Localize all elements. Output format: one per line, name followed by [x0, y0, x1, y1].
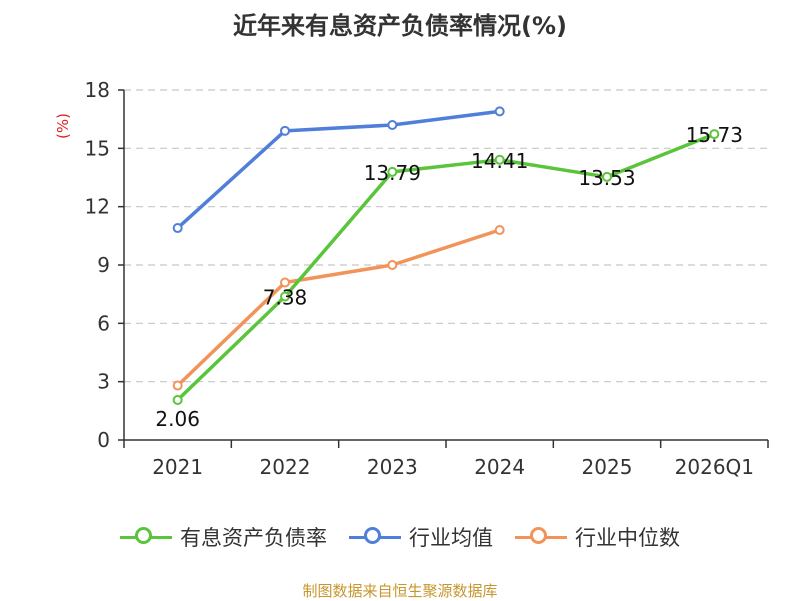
- x-tick-label: 2026Q1: [675, 455, 754, 479]
- x-axis-ticks: 2021 2022 2023 2024 2025 2026Q1: [123, 440, 769, 479]
- x-tick-label: 2021: [152, 455, 203, 479]
- data-point: [280, 277, 290, 288]
- data-label: 15.73: [686, 123, 743, 147]
- series-line: [176, 132, 715, 402]
- legend-marker-icon: [349, 526, 401, 548]
- data-point: [172, 380, 183, 391]
- y-tick-label: 6: [97, 311, 110, 335]
- legend-label: 行业均值: [409, 526, 493, 550]
- legend-marker-icon: [515, 526, 567, 548]
- grid-lines: [124, 89, 768, 383]
- x-tick-label: 2023: [367, 455, 418, 479]
- data-point: [494, 225, 505, 235]
- data-point: [280, 291, 290, 302]
- data-point: [494, 154, 505, 165]
- data-point: [172, 394, 183, 405]
- data-label: 13.53: [578, 166, 635, 190]
- y-axis-label: (%): [54, 113, 72, 139]
- y-tick-label: 9: [97, 253, 110, 277]
- data-point: [280, 125, 290, 136]
- data-point: [494, 106, 505, 117]
- y-tick-label: 18: [85, 78, 110, 102]
- series-group: [172, 106, 720, 405]
- data-labels: 2.06 7.38 13.79 14.41 13.53 15.73: [155, 123, 743, 431]
- legend-item[interactable]: 行业均值: [349, 522, 493, 552]
- y-tick-label: 15: [85, 136, 110, 160]
- y-axis-ticks: 0 3 6 9 12 15 18: [85, 78, 124, 452]
- source-note: 制图数据来自恒生聚源数据库: [302, 582, 498, 600]
- x-tick-label: 2022: [260, 455, 311, 479]
- legend-marker-icon: [120, 526, 172, 548]
- data-label: 2.06: [155, 407, 200, 431]
- x-tick-label: 2025: [582, 455, 633, 479]
- data-point: [387, 120, 398, 130]
- data-point: [172, 223, 183, 234]
- legend-label: 行业中位数: [575, 526, 680, 550]
- data-label: 14.41: [471, 149, 528, 173]
- data-label: 7.38: [263, 286, 308, 310]
- legend-item[interactable]: 有息资产负债率: [120, 522, 327, 552]
- series-line: [176, 228, 501, 387]
- data-point: [387, 166, 398, 177]
- y-tick-label: 0: [97, 428, 110, 452]
- chart-title: 近年来有息资产负债率情况(%): [233, 12, 567, 40]
- data-point: [602, 171, 612, 182]
- data-point: [387, 260, 398, 270]
- data-point: [709, 129, 720, 140]
- x-tick-label: 2024: [474, 455, 525, 479]
- data-label: 13.79: [364, 161, 421, 185]
- legend-label: 有息资产负债率: [180, 526, 327, 550]
- legend: 有息资产负债率 行业均值 行业中位数: [0, 522, 800, 552]
- y-tick-label: 3: [97, 370, 110, 394]
- legend-item[interactable]: 行业中位数: [515, 522, 680, 552]
- series-line: [176, 109, 500, 230]
- y-tick-label: 12: [85, 195, 110, 219]
